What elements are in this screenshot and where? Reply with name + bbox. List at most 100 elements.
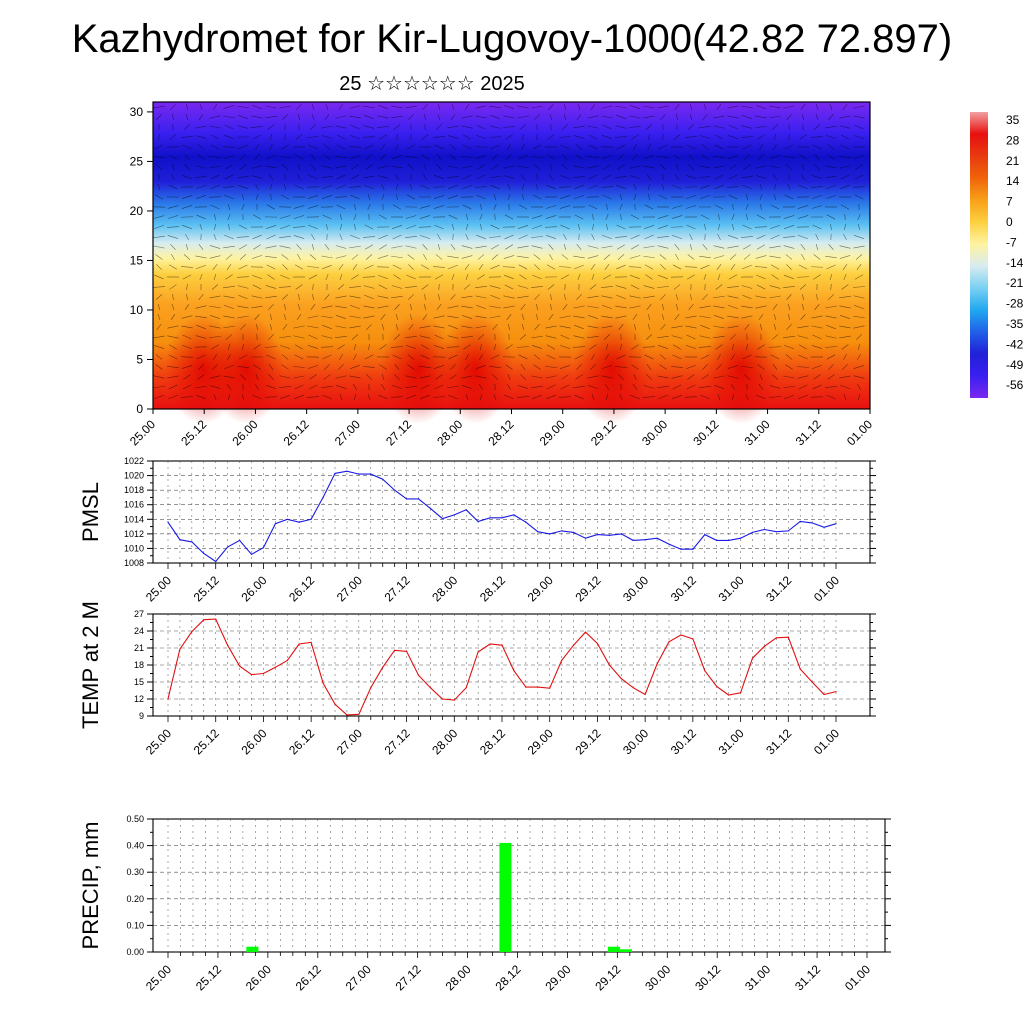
wind-barb <box>433 315 445 319</box>
wind-barb <box>504 234 514 240</box>
pmsl-point <box>417 498 420 500</box>
wind-barb <box>490 244 500 250</box>
wind-barb <box>631 364 639 370</box>
wind-barb <box>265 165 277 169</box>
wind-barb <box>297 253 301 261</box>
wind-barb <box>533 164 541 170</box>
wind-barb <box>562 124 568 130</box>
wind-barb <box>254 314 260 320</box>
wind-barb <box>853 295 865 299</box>
wind-barb <box>378 284 388 290</box>
wind-barb <box>433 186 445 188</box>
wind-barb <box>420 344 430 350</box>
wind-barb <box>349 146 361 148</box>
wind-barb <box>769 115 781 119</box>
wind-barb <box>602 274 612 280</box>
wind-barb <box>787 183 791 191</box>
colorbar-label: 21 <box>1006 154 1020 168</box>
wind-barb <box>391 346 403 348</box>
wind-barb <box>405 215 417 219</box>
wind-barb <box>702 244 708 250</box>
wind-barb <box>153 335 165 339</box>
wind-barb <box>281 294 289 300</box>
wind-barb <box>298 113 300 121</box>
wind-barb <box>769 245 781 249</box>
wind-barb <box>742 114 752 120</box>
x-tick-label: 30.00 <box>620 726 651 757</box>
wind-barb <box>158 133 160 141</box>
wind-barb <box>325 103 329 111</box>
wind-barb <box>742 264 752 270</box>
temp-point <box>477 651 479 653</box>
wind-barb <box>548 314 554 320</box>
wind-barb <box>197 144 205 150</box>
wind-barb <box>307 136 319 138</box>
wind-barb <box>811 205 823 209</box>
wind-barb <box>716 364 722 370</box>
wind-barb <box>603 254 611 260</box>
wind-barb <box>268 374 274 380</box>
wind-barb <box>167 335 179 339</box>
wind-barb <box>251 105 263 109</box>
x-tick-label: 28.12 <box>477 573 508 604</box>
wind-barb <box>335 165 347 169</box>
wind-barb <box>209 165 221 169</box>
wind-barb <box>349 375 361 379</box>
wind-barb <box>153 375 165 379</box>
wind-barb <box>181 356 193 358</box>
wind-barb <box>671 205 683 209</box>
wind-barb <box>475 134 487 140</box>
wind-barb <box>406 194 416 200</box>
wind-barb <box>395 143 399 151</box>
y-tick-label: 1022 <box>124 456 144 466</box>
wind-barb <box>405 335 417 339</box>
wind-barb <box>518 234 528 240</box>
wind-barb <box>629 255 641 259</box>
wind-barb <box>447 165 459 169</box>
y-axis-title: TEMP at 2 M <box>78 601 103 729</box>
wind-barb <box>423 163 427 171</box>
precip-bar <box>499 842 512 952</box>
wind-barb <box>155 114 163 120</box>
wind-barb <box>447 125 459 129</box>
wind-barb <box>732 393 734 401</box>
wind-barb <box>758 383 764 391</box>
wind-barb <box>713 245 725 249</box>
wind-barb <box>826 394 836 400</box>
temp-point <box>286 659 288 662</box>
wind-barb <box>478 263 484 271</box>
wind-barb <box>195 335 207 339</box>
wind-barb <box>476 234 486 240</box>
wind-barb <box>843 233 847 241</box>
pmsl-point <box>704 534 706 536</box>
wind-barb <box>324 294 330 300</box>
wind-barb <box>265 225 277 229</box>
wind-barb <box>843 393 847 401</box>
wind-barb <box>648 323 650 331</box>
wind-barb <box>745 203 749 211</box>
wind-barb <box>172 113 174 121</box>
wind-barb <box>564 293 566 301</box>
wind-barb <box>573 125 585 129</box>
wind-barb <box>420 384 430 390</box>
wind-barb <box>858 343 860 351</box>
wind-barb <box>618 374 624 380</box>
wind-barb <box>494 213 496 221</box>
wind-barb <box>549 173 553 181</box>
wind-barb <box>685 205 697 209</box>
wind-barb <box>438 243 440 251</box>
wind-barb <box>365 164 373 170</box>
wind-barb <box>448 394 458 400</box>
wind-barb <box>237 305 249 309</box>
wind-barb <box>800 173 806 181</box>
wind-barb <box>574 214 584 220</box>
wind-barb <box>797 205 809 209</box>
wind-barb <box>168 264 178 270</box>
wind-barb <box>450 244 456 250</box>
wind-barb <box>321 255 333 259</box>
wind-barb <box>363 236 375 238</box>
wind-barb <box>699 135 711 139</box>
wind-barb <box>784 144 794 150</box>
